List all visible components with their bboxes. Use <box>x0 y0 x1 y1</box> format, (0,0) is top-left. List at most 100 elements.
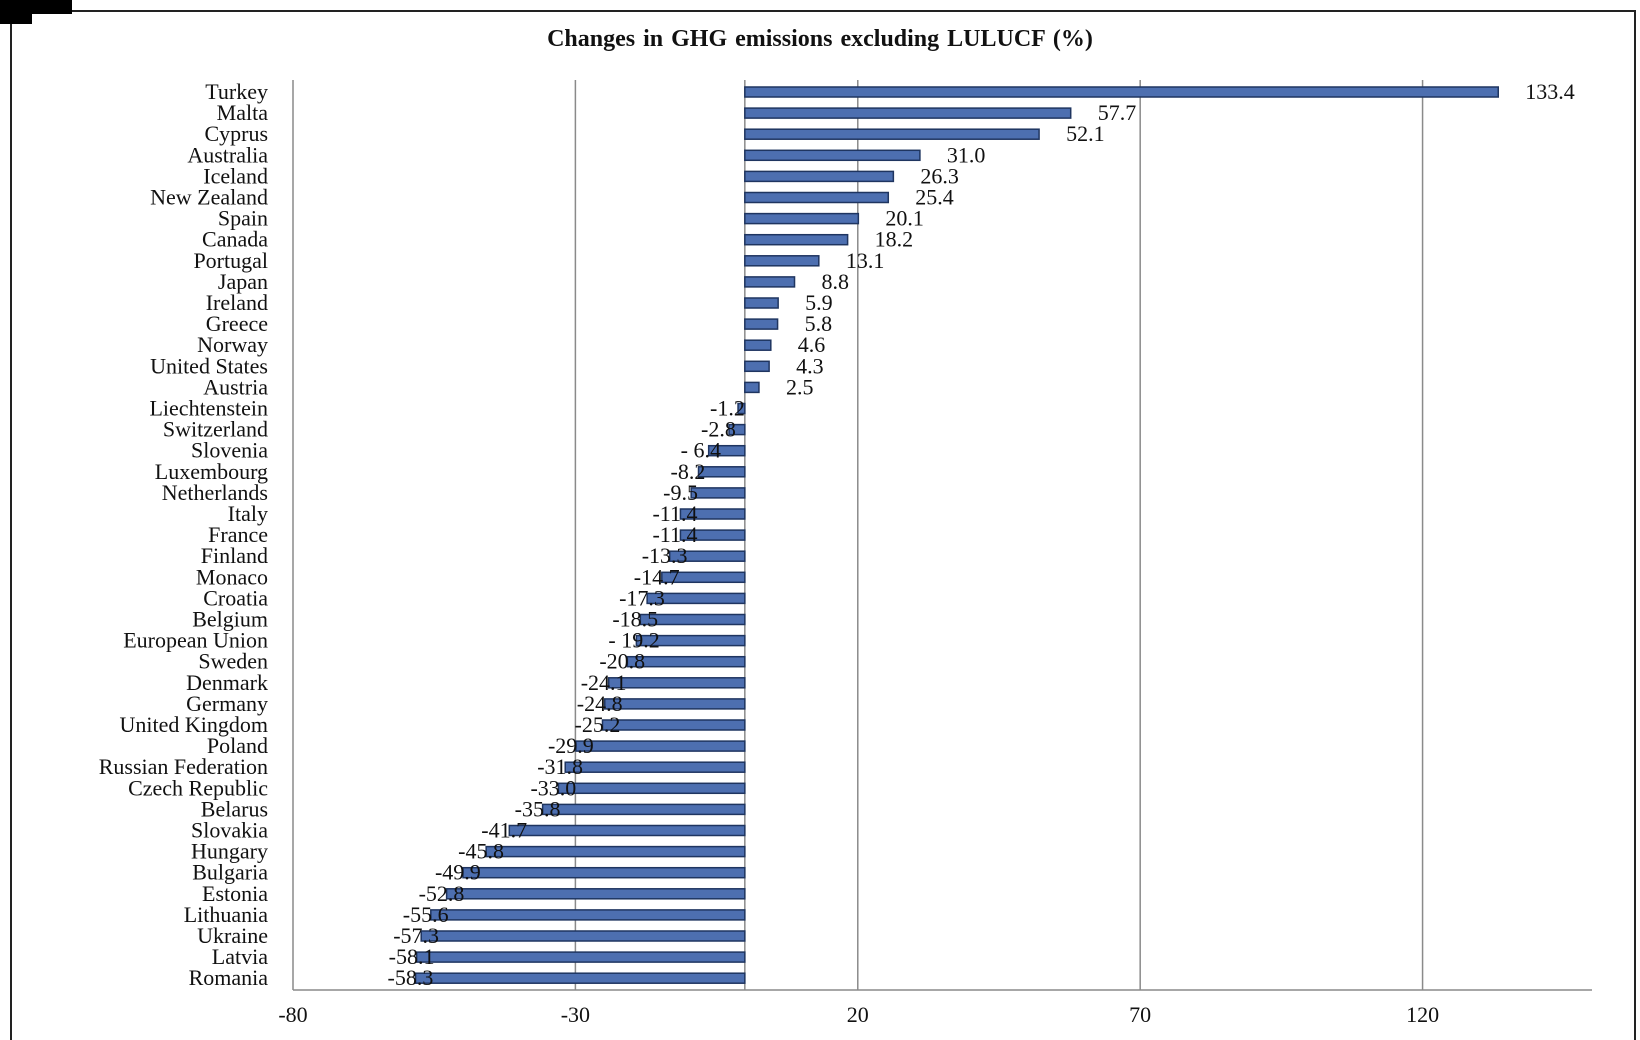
bar-romania <box>414 972 746 984</box>
category-label-czech-republic: Czech Republic <box>128 775 268 800</box>
value-label-italy: -11.4 <box>652 501 697 526</box>
category-label-ukraine: Ukraine <box>197 923 268 948</box>
bar-belgium <box>639 613 746 626</box>
category-label-finland: Finland <box>201 543 268 568</box>
value-label-sweden: -20.8 <box>599 649 645 674</box>
value-label-denmark: -24.1 <box>581 670 627 695</box>
value-label-turkey: 133.4 <box>1525 79 1575 104</box>
value-label-finland: -13.3 <box>642 543 688 568</box>
bar-austria <box>744 381 760 394</box>
x-tick-label: 120 <box>1406 1002 1439 1027</box>
value-label-new-zealand: 25.4 <box>915 185 954 210</box>
value-label-liechtenstein: -1.2 <box>710 396 745 421</box>
bar-japan <box>744 276 796 288</box>
category-label-greece: Greece <box>206 311 268 336</box>
bar-netherlands <box>690 487 746 499</box>
bar-layer <box>414 86 1499 984</box>
category-label-romania: Romania <box>189 965 269 990</box>
x-tick-label: -30 <box>561 1002 590 1027</box>
x-tick-label: -80 <box>278 1002 307 1027</box>
value-label-united-states: 4.3 <box>796 353 824 378</box>
bar-portugal <box>744 255 820 267</box>
value-label-germany: -24.8 <box>577 691 623 716</box>
category-label-luxembourg: Luxembourg <box>155 459 268 484</box>
bar-france <box>679 529 746 541</box>
category-label-estonia: Estonia <box>202 881 268 906</box>
bar-ukraine <box>420 930 746 942</box>
bar-slovakia <box>508 824 746 837</box>
category-label-lithuania: Lithuania <box>184 902 269 927</box>
category-label-italy: Italy <box>228 501 268 526</box>
value-label-monaco: -14.7 <box>634 564 680 589</box>
category-label-australia: Australia <box>187 142 268 167</box>
bar-belarus <box>541 803 746 816</box>
value-label-poland: -29.9 <box>548 733 594 758</box>
category-label-ireland: Ireland <box>206 290 268 315</box>
bar-united-states <box>744 360 770 373</box>
value-label-australia: 31.0 <box>947 142 986 167</box>
category-label-slovenia: Slovenia <box>191 438 268 463</box>
category-label-netherlands: Netherlands <box>162 480 268 505</box>
category-label-france: France <box>208 522 268 547</box>
x-tick-label: 20 <box>847 1002 869 1027</box>
corner-mark-stem <box>0 0 32 24</box>
bar-germany <box>604 698 746 710</box>
bar-slovenia <box>707 444 746 457</box>
value-label-ukraine: -57.3 <box>393 923 439 948</box>
value-label-ireland: 5.9 <box>805 290 833 315</box>
category-label-european-union: European Union <box>123 628 268 653</box>
bar-finland <box>668 550 746 562</box>
value-label-canada: 18.2 <box>875 227 914 252</box>
category-label-bulgaria: Bulgaria <box>192 860 268 885</box>
bar-hungary <box>485 845 746 858</box>
category-label-united-states: United States <box>150 353 268 378</box>
value-label-belarus: -35.8 <box>515 796 561 821</box>
value-label-lithuania: -55.6 <box>403 902 449 927</box>
bar-czech-republic <box>557 782 746 795</box>
category-label-norway: Norway <box>197 332 268 357</box>
category-label-belarus: Belarus <box>201 796 268 821</box>
category-label-switzerland: Switzerland <box>163 417 268 442</box>
category-label-liechtenstein: Liechtenstein <box>149 396 268 421</box>
chart-frame <box>10 10 1636 1040</box>
bar-russian-federation <box>564 761 746 773</box>
bar-denmark <box>607 677 746 689</box>
bar-cyprus <box>744 128 1040 140</box>
category-label-slovakia: Slovakia <box>191 818 268 843</box>
value-label-iceland: 26.3 <box>920 163 959 188</box>
bar-italy <box>679 508 746 520</box>
category-label-japan: Japan <box>218 269 268 294</box>
value-label-slovenia: - 6.4 <box>681 438 721 463</box>
category-label-sweden: Sweden <box>198 649 268 674</box>
value-label-slovakia: -41.7 <box>481 818 527 843</box>
bar-lithuania <box>430 909 746 921</box>
value-label-switzerland: -2.8 <box>701 417 736 442</box>
category-label-united-kingdom: United Kingdom <box>120 712 269 737</box>
category-label-poland: Poland <box>207 733 268 758</box>
x-tick-label: 70 <box>1129 1002 1151 1027</box>
bar-bulgaria <box>462 866 746 879</box>
value-label-netherlands: -9.5 <box>663 480 698 505</box>
category-label-turkey: Turkey <box>205 79 268 104</box>
bar-new-zealand <box>744 191 890 204</box>
bar-estonia <box>445 888 746 900</box>
category-label-austria: Austria <box>203 374 268 399</box>
bar-australia <box>744 149 921 162</box>
value-label-france: -11.4 <box>652 522 697 547</box>
value-label-czech-republic: -33.0 <box>530 775 576 800</box>
value-label-latvia: -58.1 <box>389 944 435 969</box>
category-label-iceland: Iceland <box>203 163 268 188</box>
value-label-croatia: -17.3 <box>619 585 665 610</box>
value-label-hungary: -45.8 <box>458 839 504 864</box>
value-label-belgium: -18.5 <box>612 607 658 632</box>
bar-monaco <box>661 571 746 584</box>
category-label-belgium: Belgium <box>192 607 268 632</box>
value-label-layer: 133.4 57.752.1 31.026.325.420.118.213.18.8… <box>388 79 1575 990</box>
bar-european-union <box>635 634 746 647</box>
category-label-spain: Spain <box>218 206 268 231</box>
category-label-denmark: Denmark <box>186 670 268 695</box>
bar-turkey <box>744 86 1499 98</box>
bar-sweden <box>626 655 746 668</box>
